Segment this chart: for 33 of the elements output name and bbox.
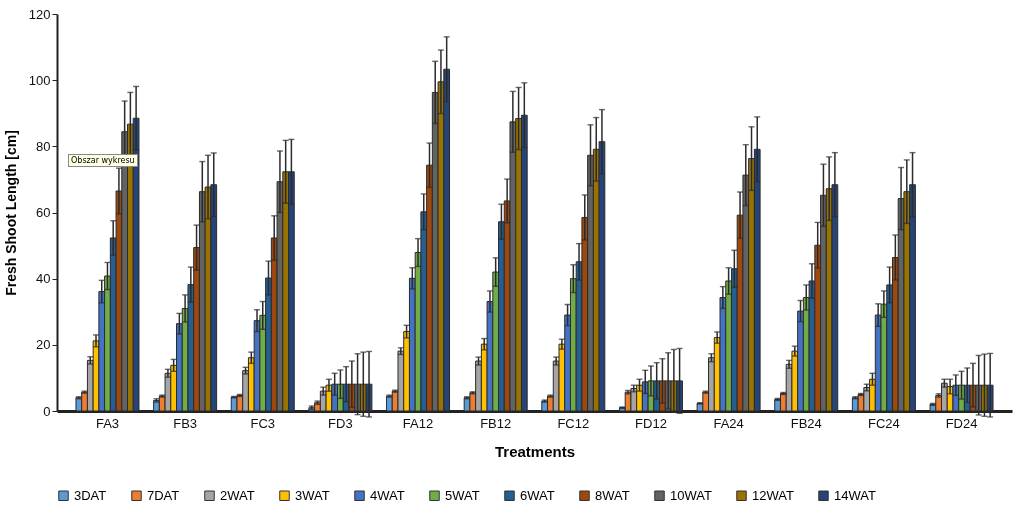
x-tick-label: FD24 [945,415,978,431]
legend-label: 8WAT [595,487,630,503]
x-tick-label: FC3 [250,415,276,431]
x-tick-label: FC12 [557,415,590,431]
x-tick-label: FB12 [480,415,512,431]
x-tick-label: FB24 [790,415,822,431]
y-tick-label: 80 [36,138,51,154]
x-tick-label: FA3 [95,415,120,431]
x-axis-title: Treatments [494,442,576,460]
x-tick-label: FD3 [328,415,353,431]
legend-label: 14WAT [834,487,876,503]
legend-label: 6WAT [520,487,555,503]
legend-label: 2WAT [220,487,255,503]
y-tick-label: 0 [43,403,51,419]
x-tick-label: FB3 [173,415,198,431]
x-tick-label: FC24 [867,415,900,431]
y-tick-label: 120 [28,6,51,22]
x-tick-label: FA24 [713,415,744,431]
legend-label: 3WAT [295,487,330,503]
y-tick-label: 20 [36,337,51,353]
x-tick-label: FA12 [402,415,434,431]
y-tick-label: 60 [36,205,51,220]
x-tick-label: FD12 [635,415,667,431]
y-tick-label: 100 [28,72,51,88]
legend-label: 7DAT [147,487,180,503]
legend-label: 12WAT [752,487,794,503]
annotation: Obszar wykresu [68,154,138,167]
legend-label: 3DAT [74,487,107,503]
legend-label: 4WAT [370,487,405,503]
y-axis-title: Fresh Shoot Length [cm] [2,130,19,296]
y-tick-label: 40 [36,271,51,287]
legend-label: 10WAT [670,487,712,503]
legend-label: 5WAT [445,487,480,503]
